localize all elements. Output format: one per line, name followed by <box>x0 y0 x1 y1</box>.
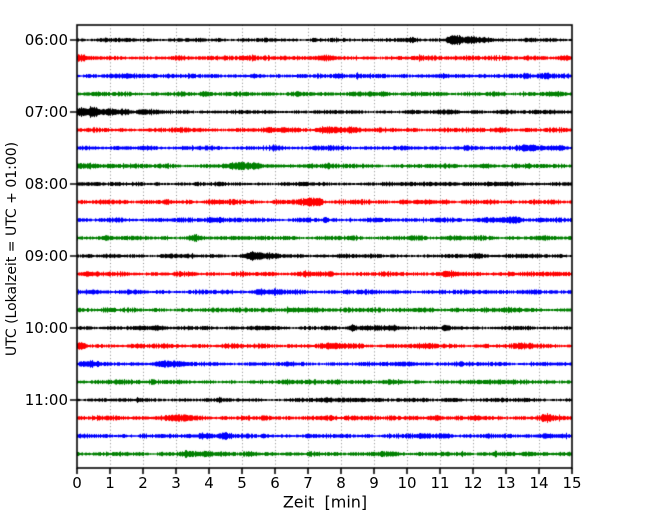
y-tick-label: 10:00 <box>24 319 68 337</box>
y-tick-label: 11:00 <box>24 391 68 409</box>
x-tick-label: 1 <box>105 474 115 492</box>
x-tick-label: 11 <box>430 474 450 492</box>
x-tick-label: 6 <box>270 474 280 492</box>
y-tick-label: 08:00 <box>24 175 68 193</box>
y-axis-label: UTC (Lokalzeit = UTC + 01:00) <box>4 141 20 357</box>
x-tick-label: 2 <box>138 474 148 492</box>
x-tick-label: 9 <box>369 474 379 492</box>
x-tick-label: 4 <box>204 474 214 492</box>
x-tick-label: 10 <box>397 474 417 492</box>
y-tick-label: 07:00 <box>24 103 68 121</box>
x-tick-label: 12 <box>463 474 483 492</box>
x-tick-label: 13 <box>496 474 516 492</box>
x-tick-label: 7 <box>303 474 313 492</box>
x-tick-label: 8 <box>336 474 346 492</box>
x-axis-label: Zeit [min] <box>282 492 368 512</box>
x-tick-label: 5 <box>237 474 247 492</box>
x-tick-label: 0 <box>72 474 82 492</box>
x-tick-label: 15 <box>562 474 582 492</box>
y-tick-label: 09:00 <box>24 247 68 265</box>
x-tick-label: 14 <box>529 474 549 492</box>
y-tick-label: 06:00 <box>24 31 68 49</box>
x-tick-label: 3 <box>171 474 181 492</box>
